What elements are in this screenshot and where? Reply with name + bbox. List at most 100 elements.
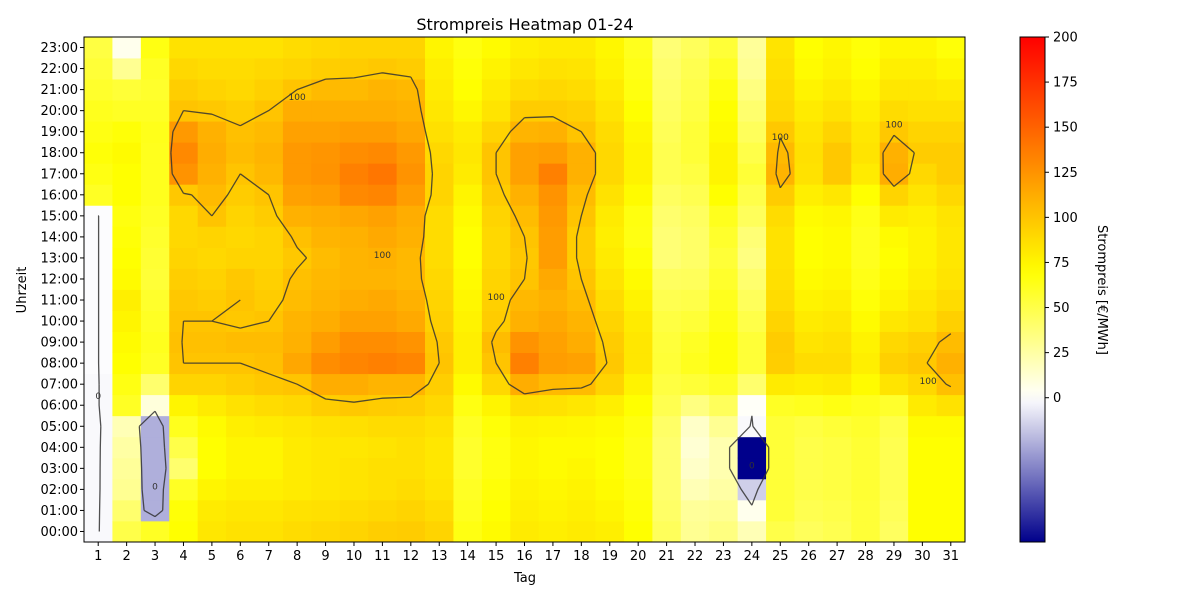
heatmap-cell bbox=[851, 373, 881, 396]
heatmap-cell bbox=[936, 394, 966, 417]
heatmap-cells bbox=[84, 37, 966, 543]
heatmap-cell bbox=[84, 520, 113, 543]
heatmap-cell bbox=[538, 184, 568, 206]
heatmap-cell bbox=[709, 331, 739, 354]
heatmap-cell bbox=[140, 289, 170, 311]
heatmap-cell bbox=[908, 499, 937, 522]
heatmap-cell bbox=[140, 268, 170, 290]
heatmap-cell bbox=[197, 478, 227, 501]
y-tick-label: 08:00 bbox=[41, 357, 78, 372]
heatmap-cell bbox=[339, 373, 369, 396]
heatmap-cell bbox=[84, 436, 113, 459]
heatmap-cell bbox=[709, 142, 739, 164]
heatmap-cell bbox=[396, 121, 426, 143]
heatmap-cell bbox=[595, 520, 625, 543]
heatmap-cell bbox=[680, 394, 710, 417]
heatmap-cell bbox=[453, 37, 483, 59]
heatmap-cell bbox=[567, 352, 596, 375]
heatmap-cell bbox=[112, 436, 142, 459]
heatmap-cell bbox=[140, 520, 170, 543]
heatmap-cell bbox=[822, 436, 852, 459]
heatmap-cell bbox=[680, 121, 710, 143]
heatmap-cell bbox=[197, 457, 227, 480]
heatmap-cell bbox=[282, 58, 312, 80]
heatmap-cell bbox=[226, 373, 255, 396]
heatmap-cell bbox=[908, 268, 937, 290]
heatmap-cell bbox=[680, 310, 710, 332]
heatmap-cell bbox=[254, 121, 284, 143]
heatmap-cell bbox=[737, 58, 767, 80]
heatmap-cell bbox=[425, 394, 454, 417]
heatmap-cell bbox=[623, 478, 653, 501]
y-tick-label: 14:00 bbox=[41, 230, 78, 245]
heatmap-cell bbox=[425, 478, 454, 501]
heatmap-cell bbox=[339, 415, 369, 438]
heatmap-cell bbox=[254, 310, 284, 332]
heatmap-cell bbox=[481, 436, 511, 459]
x-tick-label: 2 bbox=[122, 549, 130, 564]
heatmap-cell bbox=[282, 520, 312, 543]
heatmap-cell bbox=[623, 394, 653, 417]
y-tick-label: 07:00 bbox=[41, 378, 78, 393]
heatmap-cell bbox=[652, 331, 682, 354]
heatmap-cell bbox=[851, 163, 881, 185]
heatmap-cell bbox=[737, 163, 767, 185]
heatmap-cell bbox=[339, 457, 369, 480]
heatmap-cell bbox=[822, 352, 852, 375]
heatmap-cell bbox=[879, 142, 909, 164]
heatmap-cell bbox=[538, 373, 568, 396]
heatmap-cell bbox=[510, 37, 540, 59]
heatmap-cell bbox=[766, 142, 795, 164]
heatmap-cell bbox=[766, 310, 795, 332]
heatmap-cell bbox=[339, 499, 369, 522]
heatmap-cell bbox=[680, 289, 710, 311]
heatmap-cell bbox=[282, 289, 312, 311]
heatmap-cell bbox=[595, 289, 625, 311]
heatmap-cell bbox=[453, 394, 483, 417]
heatmap-cell bbox=[169, 205, 199, 227]
heatmap-cell bbox=[822, 415, 852, 438]
heatmap-cell bbox=[680, 37, 710, 59]
heatmap-cell bbox=[623, 58, 653, 80]
heatmap-cell bbox=[822, 247, 852, 269]
contour-label: 100 bbox=[885, 121, 902, 131]
heatmap-cell bbox=[538, 121, 568, 143]
heatmap-cell bbox=[680, 436, 710, 459]
heatmap-cell bbox=[680, 331, 710, 354]
heatmap-cell bbox=[680, 163, 710, 185]
heatmap-cell bbox=[567, 436, 596, 459]
heatmap-cell bbox=[936, 163, 966, 185]
heatmap-cell bbox=[339, 100, 369, 122]
heatmap-cell bbox=[453, 352, 483, 375]
heatmap-cell bbox=[794, 415, 824, 438]
heatmap-cell bbox=[538, 436, 568, 459]
heatmap-cell bbox=[709, 457, 739, 480]
heatmap-cell bbox=[709, 163, 739, 185]
heatmap-cell bbox=[652, 226, 682, 248]
heatmap-cell bbox=[140, 142, 170, 164]
heatmap-cell bbox=[140, 457, 170, 480]
heatmap-cell bbox=[595, 394, 625, 417]
heatmap-cell bbox=[538, 58, 568, 80]
heatmap-cell bbox=[254, 394, 284, 417]
heatmap-cell bbox=[169, 121, 199, 143]
y-tick-label: 02:00 bbox=[41, 483, 78, 498]
heatmap-cell bbox=[851, 394, 881, 417]
heatmap-cell bbox=[339, 58, 369, 80]
heatmap-cell bbox=[226, 331, 255, 354]
heatmap-cell bbox=[311, 415, 341, 438]
heatmap-cell bbox=[311, 478, 341, 501]
heatmap-cell bbox=[226, 499, 255, 522]
heatmap-cell bbox=[737, 520, 767, 543]
heatmap-cell bbox=[766, 499, 795, 522]
heatmap-cell bbox=[368, 289, 398, 311]
heatmap-cell bbox=[822, 268, 852, 290]
heatmap-cell bbox=[311, 499, 341, 522]
colorbar-tick-label: 175 bbox=[1053, 76, 1078, 91]
heatmap-cell bbox=[282, 163, 312, 185]
heatmap-cell bbox=[226, 520, 255, 543]
heatmap-cell bbox=[481, 37, 511, 59]
heatmap-cell bbox=[112, 100, 142, 122]
heatmap-cell bbox=[680, 373, 710, 396]
heatmap-cell bbox=[652, 415, 682, 438]
